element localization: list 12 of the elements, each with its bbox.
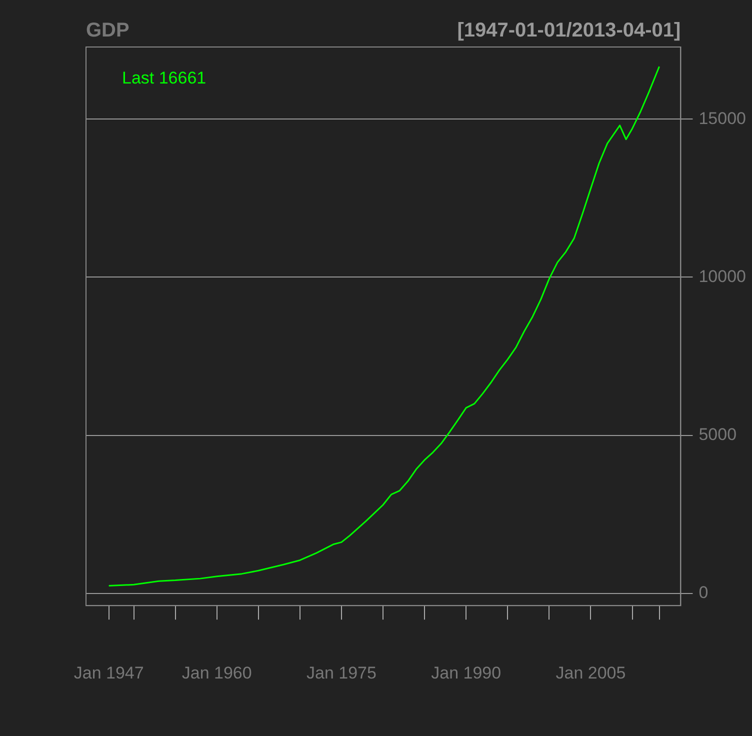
chart-title: GDP: [86, 20, 130, 42]
y-tick-label: 10000: [698, 266, 746, 286]
x-tick-label: Jan 2005: [556, 663, 626, 682]
y-tick-label: 0: [698, 583, 708, 602]
x-tick-label: Jan 1960: [182, 663, 252, 682]
y-tick-label: 15000: [698, 108, 746, 128]
x-tick-label: Jan 1975: [306, 663, 376, 682]
x-tick-label: Jan 1990: [431, 663, 502, 682]
y-tick-label: 5000: [698, 425, 737, 444]
annotation: Last 16661: [122, 68, 206, 88]
x-tick-label: Jan 1947: [74, 663, 144, 682]
chart-subtitle: [1947-01-01/2013-04-01]: [457, 20, 681, 42]
